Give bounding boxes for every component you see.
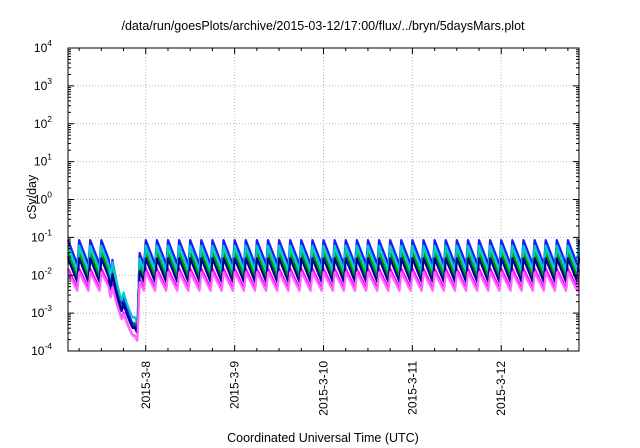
y-tick-label: 10-4 — [31, 341, 52, 358]
series-line-3 — [66, 238, 581, 334]
y-axis-title: cSv/day — [25, 174, 39, 219]
y-tick-label: 10-3 — [31, 303, 52, 320]
x-axis-title: Coordinated Universal Time (UTC) — [227, 431, 419, 445]
series-line-6 — [66, 257, 581, 334]
grid — [68, 48, 579, 351]
y-tick-label: 10-2 — [31, 265, 52, 282]
series-layer — [66, 238, 581, 342]
y-tick-label: 104 — [34, 38, 52, 55]
series-line-7 — [67, 271, 581, 342]
x-tick-label: 2015-3-8 — [139, 361, 153, 409]
x-tick-label: 2015-3-10 — [317, 361, 331, 416]
x-axis: 2015-3-8 2015-3-9 2015-3-10 2015-3-11 2015-3… — [78, 48, 569, 416]
y-tick-label: 103 — [34, 76, 52, 93]
y-tick-label: 101 — [34, 152, 52, 169]
x-tick-label: 2015-3-11 — [405, 361, 419, 415]
y-tick-label: 102 — [34, 114, 52, 131]
chart-title: /data/run/goesPlots/archive/2015-03-12/1… — [121, 19, 525, 33]
x-tick-label: 2015-3-12 — [494, 361, 508, 416]
series-line-5 — [66, 244, 581, 324]
y-tick-label: 10-1 — [31, 227, 52, 244]
x-tick-label: 2015-3-9 — [228, 361, 242, 409]
